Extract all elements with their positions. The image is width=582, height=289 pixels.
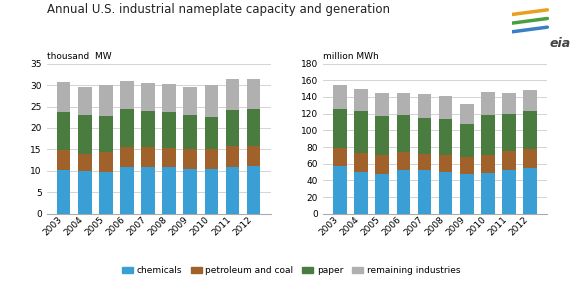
Bar — [375, 116, 389, 155]
Bar — [226, 110, 239, 146]
Bar — [247, 146, 261, 166]
Bar — [418, 154, 431, 171]
Legend: chemicals, petroleum and coal, paper, remaining industries: chemicals, petroleum and coal, paper, re… — [118, 262, 464, 279]
Bar — [57, 170, 70, 214]
Bar — [162, 84, 176, 112]
Bar — [523, 90, 537, 111]
Bar — [120, 147, 134, 167]
Bar — [162, 148, 176, 168]
Bar — [375, 93, 389, 116]
Bar — [523, 149, 537, 168]
Bar — [247, 109, 261, 146]
Bar — [226, 146, 239, 167]
Bar — [120, 109, 134, 147]
Bar — [141, 167, 155, 214]
Bar — [460, 174, 474, 214]
Bar — [162, 112, 176, 148]
Bar — [226, 79, 239, 110]
Bar — [183, 115, 197, 149]
Bar — [141, 83, 155, 111]
Bar — [57, 82, 70, 112]
Bar — [460, 157, 474, 174]
Bar — [523, 111, 537, 149]
Bar — [354, 153, 368, 172]
Bar — [247, 79, 261, 109]
Bar — [439, 119, 452, 155]
Bar — [204, 149, 218, 169]
Bar — [78, 154, 91, 171]
Bar — [396, 152, 410, 171]
Bar — [226, 167, 239, 214]
Bar — [481, 173, 495, 214]
Bar — [523, 168, 537, 214]
Bar — [418, 171, 431, 214]
Bar — [183, 169, 197, 214]
Bar — [120, 167, 134, 214]
Bar — [460, 104, 474, 124]
Bar — [396, 114, 410, 152]
Bar — [78, 115, 91, 154]
Bar — [120, 81, 134, 109]
Bar — [481, 115, 495, 155]
Bar — [333, 109, 347, 148]
Bar — [481, 155, 495, 173]
Bar — [418, 95, 431, 118]
Bar — [162, 168, 176, 214]
Text: thousand  MW: thousand MW — [47, 52, 111, 61]
Bar — [333, 148, 347, 166]
Bar — [141, 111, 155, 147]
Bar — [99, 85, 113, 116]
Bar — [204, 169, 218, 214]
Bar — [354, 172, 368, 214]
Bar — [99, 172, 113, 214]
Bar — [141, 147, 155, 167]
Bar — [78, 87, 91, 115]
Bar — [183, 87, 197, 115]
Bar — [375, 174, 389, 214]
Bar — [354, 111, 368, 153]
Text: million MWh: million MWh — [323, 52, 379, 61]
Bar — [502, 93, 516, 114]
Bar — [57, 112, 70, 150]
Bar — [204, 117, 218, 149]
Bar — [99, 116, 113, 153]
Text: Annual U.S. industrial nameplate capacity and generation: Annual U.S. industrial nameplate capacit… — [47, 3, 389, 16]
Bar — [247, 166, 261, 214]
Bar — [99, 153, 113, 172]
Bar — [354, 89, 368, 111]
Bar — [418, 118, 431, 154]
Bar — [502, 170, 516, 214]
Bar — [333, 85, 347, 109]
Bar — [396, 171, 410, 214]
Bar — [183, 149, 197, 169]
Bar — [78, 171, 91, 214]
Bar — [502, 114, 516, 151]
Bar — [396, 93, 410, 114]
Bar — [439, 96, 452, 119]
Bar — [333, 166, 347, 214]
Bar — [439, 172, 452, 214]
Bar — [57, 150, 70, 170]
Text: eia: eia — [549, 37, 570, 50]
Bar — [375, 155, 389, 174]
Bar — [460, 124, 474, 157]
Bar — [481, 92, 495, 115]
Bar — [502, 151, 516, 170]
Bar — [204, 85, 218, 117]
Bar — [439, 155, 452, 172]
